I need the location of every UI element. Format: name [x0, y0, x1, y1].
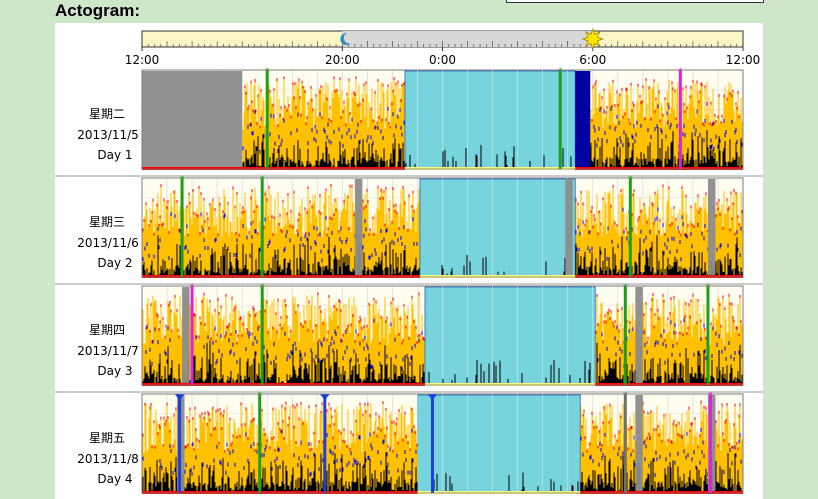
day-label: Day 2: [97, 256, 132, 270]
day-row: 星期三 2013/11/6 Day 2 * * *: [55, 175, 763, 278]
day-date: 2013/11/7: [77, 344, 139, 358]
timeline-tick-label: 12:00: [125, 53, 160, 67]
day-row: 星期二 2013/11/5 Day 1 * * *: [77, 67, 744, 170]
event-asterisk: *: [260, 283, 265, 293]
event-asterisk: *: [265, 67, 270, 77]
sun-icon: [581, 27, 605, 51]
top-frame-edge: [506, 0, 764, 3]
event-asterisk: *: [623, 283, 628, 293]
moon-icon-mask: [343, 32, 355, 44]
day-weekday: 星期三: [89, 215, 125, 229]
day-date: 2013/11/6: [77, 236, 139, 250]
sleep-indicator-bar: [404, 167, 576, 170]
sleep-indicator-bar: [419, 275, 576, 278]
offwrist-period: [354, 179, 363, 276]
day-label: Day 3: [97, 364, 132, 378]
offwrist-period: [707, 179, 716, 276]
day-weekday: 星期四: [89, 323, 125, 337]
event-asterisk: *: [558, 67, 563, 77]
actogram-chart: 12:00 20:00 0:00 6:00 12:00 星期二 2013/11/5 Day 1…: [55, 27, 763, 494]
sleep-indicator-bar: [424, 383, 596, 386]
event-asterisk: *: [190, 283, 195, 293]
deep-sleep-block: [575, 71, 591, 168]
day-row: 星期四 2013/11/7 Day 3 * * * *: [55, 283, 763, 386]
actogram-panel: 12:00 20:00 0:00 6:00 12:00 星期二 2013/11/5 Day 1…: [55, 23, 763, 499]
day-weekday: 星期二: [89, 107, 125, 121]
timeline-tick-label: 6:00: [579, 53, 606, 67]
offwrist-period: [142, 71, 243, 168]
sleep-period: [404, 70, 576, 169]
day-date: 2013/11/8: [77, 452, 139, 466]
page-title: Actogram:: [55, 1, 141, 20]
day-label: Day 1: [97, 148, 132, 162]
timeline-tick-label: 12:00: [726, 53, 761, 67]
event-asterisk: *: [706, 283, 711, 293]
event-asterisk: *: [180, 175, 185, 185]
timeline-tick-label: 0:00: [429, 53, 456, 67]
day-weekday: 星期五: [89, 431, 125, 445]
day-label: Day 4: [97, 472, 132, 486]
offwrist-period: [565, 179, 573, 276]
plot-frame: [141, 69, 744, 170]
event-asterisk: *: [628, 175, 633, 185]
sleep-period: [417, 394, 581, 493]
timeline-night-band: [342, 31, 593, 47]
sleep-period: [419, 178, 576, 277]
plot-frame: [141, 285, 744, 386]
plot-frame: [141, 177, 744, 278]
day-date: 2013/11/5: [77, 128, 139, 142]
timeline-tick-label: 20:00: [325, 53, 360, 67]
event-asterisk: *: [260, 175, 265, 185]
offwrist-period: [182, 287, 190, 384]
offwrist-period: [635, 287, 643, 384]
event-asterisk: *: [678, 67, 683, 77]
sleep-period: [424, 286, 596, 385]
